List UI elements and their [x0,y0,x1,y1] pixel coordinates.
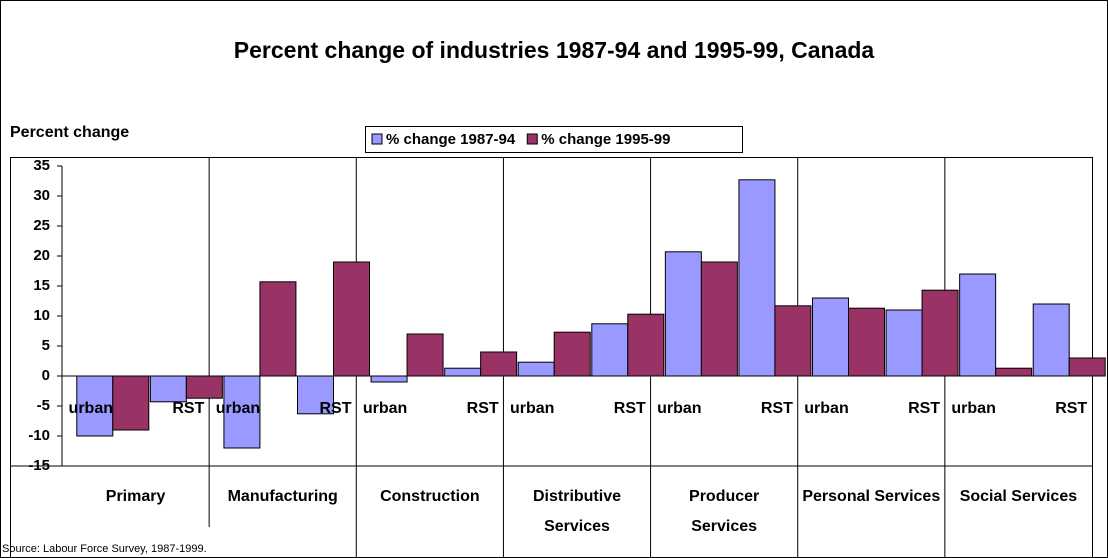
bar [149,375,187,403]
bar [627,313,665,377]
group-label: Manufacturing [227,488,338,505]
y-tick-label: 35 [33,157,50,174]
bar [921,289,959,377]
y-tick-label: -5 [37,397,50,414]
legend-swatch [526,133,538,145]
bar [995,367,1033,377]
x-tick-label: RST [614,400,646,417]
legend-label: % change 1995-99 [541,131,670,148]
bar [185,375,223,399]
group-label: Producer Services [689,488,760,535]
group-label: Primary [105,488,166,505]
bar [1032,303,1070,377]
bar [370,375,408,383]
bar [297,375,334,415]
legend [365,126,743,153]
source: Source: Labour Force Survey, 1987-1999. [2,543,207,555]
y-tick-label: 30 [33,187,50,204]
y-tick-label: 10 [33,307,50,324]
x-tick-label: urban [216,400,260,417]
x-tick-label: urban [69,400,113,417]
y-tick-label: 5 [42,337,50,354]
group-label: Social Services [959,488,1078,505]
bar [700,261,738,377]
bar [444,367,482,377]
legend-swatch [371,133,383,145]
chart-title: Percent change of industries 1987-94 and… [234,37,875,63]
y-tick-label: -15 [28,457,50,474]
bar [664,251,702,377]
group-label: Distributive Services [532,488,621,535]
x-tick-label: urban [363,400,407,417]
y-tick-label: -10 [28,427,50,444]
x-tick-label: RST [172,400,204,417]
bar [591,323,629,377]
bar [406,333,444,377]
y-axis-label: Percent change [10,124,129,141]
bar [812,297,849,377]
x-tick-label: RST [467,400,499,417]
bar [333,261,370,377]
bar [517,361,555,377]
x-tick-label: RST [908,400,940,417]
bar [738,179,776,377]
y-tick-label: 25 [33,217,50,234]
bar [223,375,261,449]
x-tick-label: urban [657,400,701,417]
x-tick-label: urban [510,400,554,417]
group-label: Construction [380,488,480,505]
x-tick-label: RST [761,400,793,417]
bar [480,351,518,377]
bar [774,305,812,377]
x-tick-label: RST [320,400,352,417]
bar [553,331,591,377]
y-tick-label: 15 [33,277,50,294]
x-tick-label: urban [951,400,995,417]
bar [885,309,923,377]
bar [259,281,297,377]
bar [112,375,150,431]
x-tick-label: urban [804,400,848,417]
y-tick-label: 20 [33,247,50,264]
legend-label: % change 1987-94 [386,131,516,148]
group-label: Personal Services [802,488,941,505]
x-tick-label: RST [1055,400,1087,417]
bar [848,307,885,377]
bar [959,273,997,377]
y-tick-label: 0 [42,367,50,384]
bar [1068,357,1106,377]
